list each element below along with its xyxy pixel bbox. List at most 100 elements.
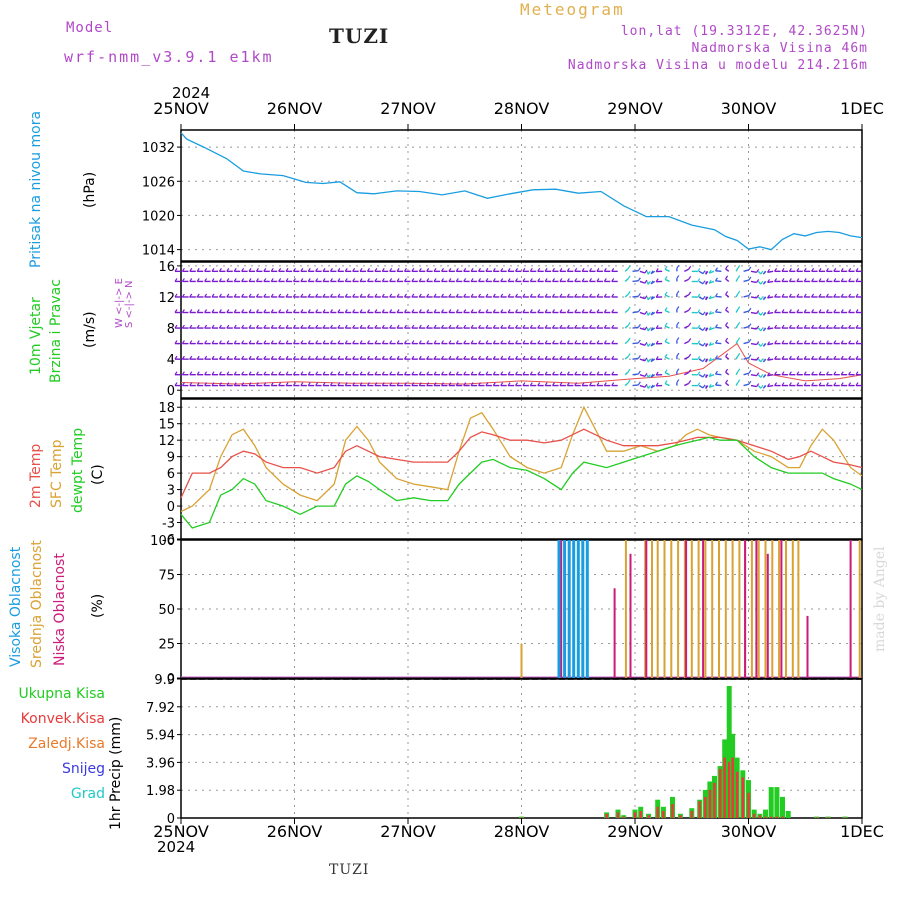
wind-barb-flag [637,370,641,375]
wind-barb-flag [705,312,709,316]
wind-barb-flag [359,355,363,360]
wind-barb [750,296,757,299]
wind-barb-flag [803,278,807,282]
wind-barb-flag [774,324,778,329]
wind-barb-flag [263,309,267,313]
wind-barb-flag [748,338,752,343]
wind-barb-flag [507,371,511,376]
wind-barb-flag [559,324,563,329]
meteogram-title: Meteogram [520,0,625,19]
precip-convective-bar [735,771,739,818]
wind-barb-flag [818,278,822,282]
wind-barb-flag [492,324,496,329]
model-elevation-text: Nadmorska Visina u modelu 214.216m [567,58,868,73]
wind-barb [725,309,730,314]
wind-barb-flag [596,309,600,313]
wind-barb [715,270,722,273]
wind-barb-flag [818,324,822,329]
wind-barb-flag [515,355,518,360]
wind-barb-flag [559,371,563,376]
wind-barb-flag [374,309,378,313]
wind-barb-flag [840,382,844,386]
mid-cloud-bar [651,540,653,678]
wind-barb-flag [574,382,578,386]
wind-barb-flag [627,322,631,326]
wind-barb-flag [688,265,692,270]
wind-barb [735,324,739,329]
wind-barb-flag [233,278,237,282]
wind-barb [698,374,704,378]
wind-barb-flag [644,295,648,299]
wind-barb-flag [796,309,800,313]
wind-barb-flag [574,371,578,376]
wind-barb-flag [403,371,407,376]
wind-barb-flag [664,276,668,280]
wind-barb-flag [337,309,341,313]
wind-barb-flag [500,382,504,386]
wind-barb-flag [781,267,785,272]
wind-barb-flag [255,267,259,272]
wind-barb-flag [664,322,668,327]
wind-barb-flag [470,355,474,360]
wind-barb-flag [697,278,701,282]
wind-barb-flag [650,373,654,378]
wind-barb-flag [285,382,289,386]
wind-barb-flag [359,371,363,376]
wind-barb-flag [825,340,829,344]
legend-freezing-rain: Zaledj.Kisa [28,736,105,752]
pressure-ytick-label: 1032 [142,141,175,156]
wind-barb-flag [352,293,356,298]
wind-barb-flag [300,355,304,360]
wind-barb-flag [426,355,430,360]
wind-barb-flag [537,324,541,329]
wind-barb-flag [737,306,741,310]
wind-barb-flag [574,278,578,282]
wind-barb-flag [448,371,452,376]
precip-convective-bar [758,815,762,818]
wind-barb-flag [211,371,215,376]
wind-barb [750,280,757,284]
wind-barb-flag [485,340,489,344]
wind-barb-flag [204,267,208,272]
wind-barb [750,384,757,388]
wind-barb-flag [818,309,822,313]
precip-ytick-label: 1.98 [146,784,175,799]
wind-barb-flag [596,382,600,386]
wind-barb [743,294,750,298]
wind-barb-flag [248,382,252,386]
wind-barb-flag [574,309,578,313]
wind-barb-flag [756,325,760,330]
wind-barb-flag [781,382,785,386]
wind-barb [715,373,722,376]
wind-barb-flag [470,340,474,344]
wind-barb [750,342,757,346]
year-top: 2024 [172,84,211,102]
wind-barb-flag [788,371,792,376]
legend-convective-rain: Konvek.Kisa [20,711,105,727]
wind-barb-flag [627,368,631,373]
wind-barb-flag [241,371,245,376]
wind-barb-flag [627,337,631,342]
wind-barb-flag [650,358,654,362]
wind-barb-flag [477,293,481,298]
wind-barb-flag [811,355,815,360]
wind-barb-flag [566,309,570,313]
wind-barb-flag [760,343,764,347]
wind-barb [698,327,704,331]
wind-barb-flag [664,380,668,384]
mid-cloud-bar [718,540,720,678]
wind-barb-flag [714,355,718,359]
precip-convective-bar [728,761,731,818]
wind-barb-flag [637,355,641,359]
wind-barb-flag [840,309,844,313]
wind-barb-flag [705,270,709,275]
wind-barb-flag [637,277,641,282]
wind-barb-flag [529,371,533,376]
wind-barb-flag [389,340,393,344]
wind-barb-flag [470,309,474,313]
wind-barb-flag [762,358,766,363]
wind-barb-flag [359,324,363,329]
wind-barb-flag [603,340,607,344]
wind-barb-flag [292,324,296,329]
wind-barb-flag [211,293,215,298]
